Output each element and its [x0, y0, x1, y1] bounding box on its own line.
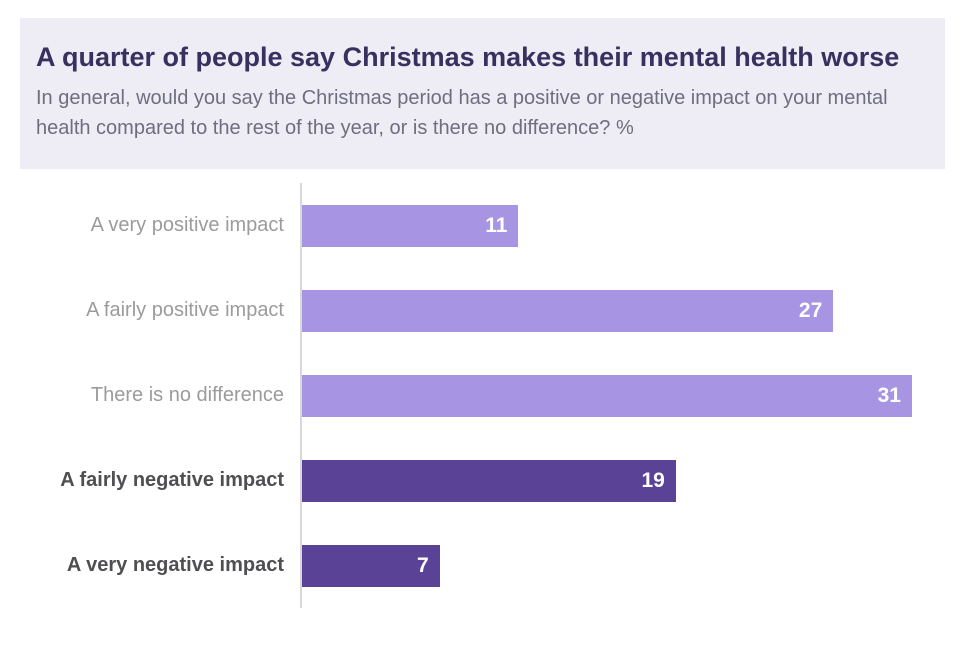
- bar-track: 31: [300, 353, 960, 439]
- bar-track: 19: [300, 438, 960, 524]
- bar-row: A very positive impact 11: [0, 183, 960, 269]
- bar-chart: A very positive impact 11 A fairly positiv…: [0, 183, 960, 609]
- bar-value-label: 31: [877, 383, 901, 407]
- bar-value-label: 7: [417, 553, 429, 577]
- bar: 7: [302, 544, 440, 587]
- bar-value-label: 11: [485, 213, 508, 237]
- bar-value-label: 27: [798, 298, 823, 322]
- bar: 19: [302, 459, 676, 502]
- category-label: A very negative impact: [66, 554, 284, 577]
- bar-track: 7: [300, 523, 960, 609]
- bar-track: 11: [300, 183, 960, 269]
- bar: 27: [302, 289, 834, 332]
- chart-header: A quarter of people say Christmas makes …: [20, 18, 945, 170]
- bar: 11: [302, 204, 519, 247]
- bar-row: There is no difference 31: [0, 353, 960, 439]
- bar-row: A fairly positive impact 27: [0, 268, 960, 354]
- category-label: A fairly positive impact: [86, 299, 284, 322]
- bar-value-label: 19: [641, 468, 665, 492]
- category-label: A fairly negative impact: [60, 469, 284, 492]
- bar-row: A fairly negative impact 19: [0, 438, 960, 524]
- category-label: A very positive impact: [90, 214, 284, 237]
- bar-row: A very negative impact 7: [0, 523, 960, 609]
- chart-title: A quarter of people say Christmas makes …: [36, 42, 900, 72]
- chart-subtitle: In general, would you say the Christmas …: [36, 87, 888, 140]
- bar-track: 27: [300, 268, 960, 354]
- bar: 31: [302, 374, 912, 417]
- category-label: There is no difference: [90, 384, 284, 407]
